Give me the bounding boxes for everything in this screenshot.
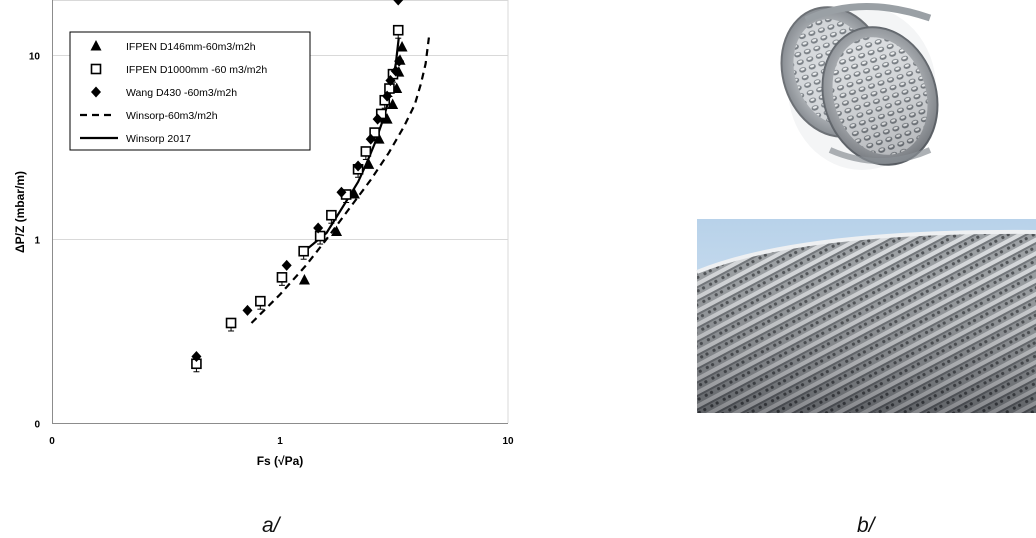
legend-entry-ifpen-d1000mm-60-m3-m2h-label: IFPEN D1000mm -60 m3/m2h bbox=[126, 64, 267, 76]
series-ifpen-d146mm-60m3-m2h-point bbox=[387, 98, 399, 110]
series-wang-d430-60m3-m2h-point bbox=[382, 90, 393, 102]
caption-a: a/ bbox=[262, 514, 280, 537]
series-wang-d430-60m3-m2h-point bbox=[385, 74, 396, 86]
x-tick-label: 10 bbox=[502, 436, 514, 447]
series-wang-d430-60m3-m2h-point bbox=[390, 65, 401, 77]
legend-entry-ifpen-d1000mm-60-m3-m2h-swatch-marker bbox=[90, 63, 102, 75]
x-tick-label: 0 bbox=[49, 436, 55, 447]
corrugated-packing-photo bbox=[696, 219, 1036, 413]
legend-entry-ifpen-d146mm-60m3-m2h-swatch-marker bbox=[90, 40, 102, 51]
y-axis-title: ΔP/Z (mbar/m) bbox=[13, 171, 27, 253]
series-wang-d430-60m3-m2h-point bbox=[313, 222, 324, 234]
series-ifpen-d146mm-60m3-m2h-point bbox=[396, 41, 408, 52]
y-tick-label: 0 bbox=[34, 420, 40, 431]
series-wang-d430-60m3-m2h-point bbox=[372, 113, 383, 125]
y-tick-label: 10 bbox=[29, 52, 41, 63]
legend-box bbox=[69, 31, 311, 151]
caption-b: b/ bbox=[857, 514, 875, 537]
legend: IFPEN D146mm-60m3/m2h IFPEN D1000mm -60 m… bbox=[69, 31, 311, 151]
series-ifpen-d1000mm-60-m3-m2h-point bbox=[276, 272, 288, 283]
packing-disc-shading bbox=[822, 27, 938, 165]
series-wang-d430-60m3-m2h-point bbox=[336, 186, 347, 198]
series-ifpen-d1000mm-60-m3-m2h-point bbox=[392, 24, 404, 36]
series-markers bbox=[191, 0, 408, 373]
series-ifpen-d1000mm-60-m3-m2h-point bbox=[225, 317, 237, 329]
series-ifpen-d146mm-60m3-m2h-point bbox=[348, 188, 360, 199]
series-winsorp-60m3-m2h-line bbox=[250, 37, 430, 324]
series-wang-d430-60m3-m2h-point bbox=[393, 0, 404, 6]
legend-entry-winsorp-60m3-m2h-label: Winsorp-60m3/m2h bbox=[126, 110, 218, 122]
y-tick-label: 1 bbox=[34, 236, 40, 247]
legend-entry-ifpen-d146mm-60m3-m2h-label: IFPEN D146mm-60m3/m2h bbox=[126, 41, 256, 53]
x-axis-title: Fs (√Pa) bbox=[257, 454, 304, 468]
packing-shading bbox=[697, 231, 1036, 413]
legend-entry-wang-d430-60m3-m2h-label: Wang D430 -60m3/m2h bbox=[126, 87, 237, 99]
tick-labels: 0 1 10 0 1 10 bbox=[29, 52, 514, 448]
series-wang-d430-60m3-m2h-point bbox=[191, 351, 202, 363]
packing-rim-top bbox=[804, 3, 932, 24]
series-ifpen-d146mm-60m3-m2h-point bbox=[331, 225, 343, 237]
packing-module-photo bbox=[780, 3, 939, 170]
series-ifpen-d1000mm-60-m3-m2h-point bbox=[255, 295, 266, 307]
x-tick-label: 1 bbox=[277, 436, 283, 447]
series-wang-d430-60m3-m2h-point bbox=[281, 259, 292, 271]
series-ifpen-d1000mm-60-m3-m2h-point bbox=[314, 230, 326, 242]
series-ifpen-d146mm-60m3-m2h-point bbox=[363, 158, 375, 169]
packing-top-edge bbox=[696, 229, 1036, 274]
legend-entry-wang-d430-60m3-m2h-swatch bbox=[91, 86, 101, 98]
series-ifpen-d146mm-60m3-m2h-point bbox=[381, 113, 393, 124]
legend-entry-wang-d430-60m3-m2h-swatch-marker bbox=[91, 86, 101, 98]
series-wang-d430-60m3-m2h-point bbox=[365, 133, 376, 145]
series-ifpen-d1000mm-60-m3-m2h-point bbox=[369, 127, 380, 138]
series-wang-d430-60m3-m2h-point bbox=[353, 160, 364, 172]
legend-entry-ifpen-d146mm-60m3-m2h-swatch bbox=[90, 40, 102, 51]
packing-rim-bottom bbox=[828, 147, 932, 164]
legend-entry-ifpen-d1000mm-60-m3-m2h-swatch bbox=[90, 63, 102, 75]
series-wang-d430-60m3-m2h-point bbox=[394, 55, 405, 67]
series-ifpen-d1000mm-60-m3-m2h-point bbox=[326, 209, 337, 221]
series-ifpen-d146mm-60m3-m2h-point bbox=[298, 273, 310, 285]
legend-entry-winsorp-2017-label: Winsorp 2017 bbox=[126, 133, 191, 145]
series-wang-d430-60m3-m2h-point bbox=[242, 304, 253, 316]
series-ifpen-d1000mm-60-m3-m2h-point bbox=[298, 245, 309, 257]
series-ifpen-d1000mm-60-m3-m2h-point bbox=[360, 146, 372, 157]
